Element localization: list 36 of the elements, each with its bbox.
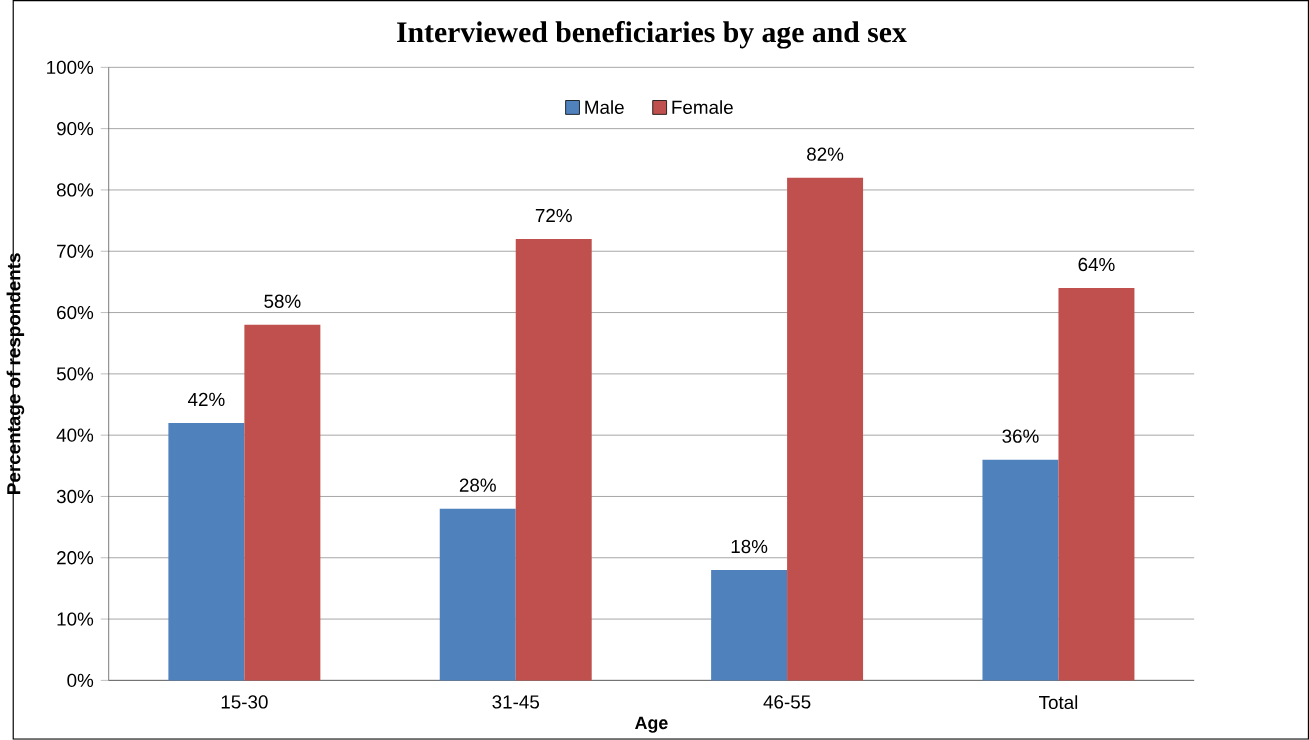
bar [439,508,516,681]
y-tick-label: 30% [56,489,94,504]
bar [787,177,864,681]
y-tick-label: 100% [47,60,94,75]
data-label: 28% [459,478,496,492]
data-label: 82% [807,147,844,161]
y-tick-label: 60% [57,305,94,320]
data-label: 58% [264,294,301,309]
x-axis-title: Age [635,716,668,733]
data-label: 42% [187,392,225,407]
x-tick-label: 31-45 [492,695,540,709]
y-tick-label: 10% [57,612,94,626]
y-tick-label: 20% [57,551,94,565]
data-label: 18% [731,539,768,554]
chart-title: Interviewed beneficiaries by age and sex [397,21,907,49]
legend-label: Female [672,100,733,115]
y-tick-label: 70% [57,244,94,259]
x-tick-label: 15-30 [221,695,268,709]
bar [1058,288,1135,681]
data-label: 72% [535,208,572,223]
y-tick-label: 0% [67,673,94,688]
y-tick-label: 50% [56,367,94,381]
x-tick-label: 46-55 [763,695,811,709]
bar [711,570,788,681]
y-axis-title: Percentage of respondents [6,253,25,494]
data-label: 36% [1002,429,1039,443]
y-tick-label: 80% [56,183,94,197]
bar [244,324,321,681]
y-tick-label: 40% [56,428,94,442]
y-tick-label: 90% [57,122,94,136]
bar [515,239,592,681]
legend-label: Male [585,100,624,115]
bar [982,459,1059,681]
data-label: 64% [1078,257,1115,272]
bar [168,422,245,681]
x-tick-label: Total [1039,695,1078,710]
